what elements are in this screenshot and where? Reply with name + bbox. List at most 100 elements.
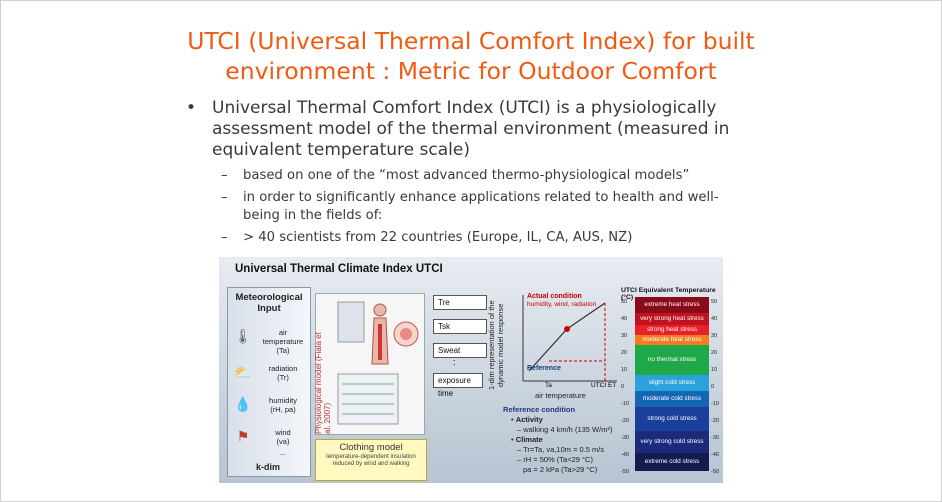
windsock-icon: ⚑ (236, 428, 250, 444)
meteo-heading: Meteorological Input (228, 292, 310, 314)
droplet-icon: 💧 (234, 396, 252, 412)
clothing-model-panel: Clothing model temperature-dependent ins… (315, 439, 427, 481)
scale-tick: 20 (621, 350, 628, 356)
input-air-temperature: air temperature (Ta) (258, 328, 308, 355)
output-dots: : (453, 357, 456, 367)
scale-tick: -40 (621, 452, 629, 458)
scale-tick: 50 (711, 299, 718, 305)
scale-tick: 20 (711, 350, 718, 356)
response-graph: Actual condition humidity, wind, radiati… (509, 291, 619, 391)
input-wind: wind (va) (258, 428, 308, 446)
sub-bullet-text: in order to significantly enhance applic… (243, 190, 719, 223)
kdim-label: k-dim (256, 462, 281, 472)
utci-figure: Universal Thermal Climate Index UTCI Met… (219, 257, 723, 483)
scale-tick: -50 (711, 469, 719, 475)
graph-x-utci: UTCI ET (591, 382, 617, 389)
meteo-heading-line-1: Meteorological (235, 292, 303, 303)
sub-bullet: – > 40 scientists from 22 countries (Eur… (186, 229, 746, 247)
scale-band: slight cold stress (635, 375, 709, 391)
output-tre: Tre (433, 295, 487, 310)
title-line-2: environment : Metric for Outdoor Comfort (225, 57, 717, 85)
scale-tick: 40 (621, 316, 628, 322)
scale-band: very strong heat stress (635, 313, 709, 325)
graph-actual-sub: humidity, wind, radiation (527, 301, 597, 308)
graph-x-label: air temperature (535, 391, 586, 400)
scale-tick: -20 (621, 418, 629, 424)
dash-icon: – (221, 230, 228, 245)
input-label: air temperature (262, 328, 304, 346)
title-line-1: UTCI (Universal Thermal Comfort Index) f… (187, 27, 755, 55)
ref-climate-2: – rH = 50% (Ta<29 °C) (517, 455, 593, 464)
scale-band: moderate cold stress (635, 391, 709, 407)
output-sweat: Sweat (433, 343, 487, 358)
scale-band: no thermal stress (635, 345, 709, 375)
input-symbol: (rH, pa) (270, 405, 296, 414)
scale-band: strong heat stress (635, 325, 709, 335)
scale-title: UTCI Equivalent Temperature (°C) (621, 287, 716, 301)
scale-tick: -20 (711, 418, 719, 424)
ref-activity-detail: – walking 4 km/h (135 W/m²) (517, 425, 613, 434)
input-label: wind (275, 428, 291, 437)
scale-band: extreme heat stress (635, 297, 709, 313)
ref-climate-3: pa = 2 kPa (Ta>29 °C) (523, 465, 598, 474)
scale-tick: -10 (621, 401, 629, 407)
scale-tick: 40 (711, 316, 718, 322)
input-symbol: (Ta) (276, 346, 290, 355)
sub-bullet-text: > 40 scientists from 22 countries (Europ… (243, 230, 633, 245)
dash-icon: – (221, 190, 228, 205)
input-symbol: (va) (276, 437, 290, 446)
response-graph-svg (522, 295, 617, 382)
scale-band: extreme cold stress (635, 453, 709, 471)
input-radiation: radiation (Tr) (258, 364, 308, 382)
body-model-illustration (337, 301, 419, 425)
meteo-heading-line-2: Input (257, 303, 281, 314)
slide-title: UTCI (Universal Thermal Comfort Index) f… (0, 26, 942, 86)
sun-cloud-icon: ⛅ (234, 364, 252, 380)
graph-actual-title: Actual condition (527, 293, 582, 300)
reference-condition: Reference condition • Activity – walking… (503, 405, 613, 474)
response-label: 1-dim representation of the dynamic mode… (487, 300, 505, 390)
scale-tick: 30 (621, 333, 628, 339)
scale-tick: 0 (711, 384, 715, 390)
ref-heading: Reference condition (503, 405, 576, 414)
ref-climate: Climate (515, 435, 543, 444)
scale-tick: -10 (711, 401, 719, 407)
meteorological-input-panel: Meteorological Input 🌡 air temperature (… (227, 287, 311, 477)
output-tsk: Tsk (433, 319, 487, 334)
scale-tick: 10 (621, 367, 628, 373)
scale-tick: -30 (711, 435, 719, 441)
scale-band: very strong cold stress (635, 431, 709, 453)
output-exposure-time: exposure time (433, 373, 483, 398)
utci-scale: UTCI Equivalent Temperature (°C) extreme… (621, 287, 721, 481)
scale-tick: -50 (621, 469, 629, 475)
ref-climate-1: – Tr=Ta, va,10m = 0.5 m/s (517, 445, 605, 454)
scale-tick: 0 (621, 384, 625, 390)
scale-tick: 50 (621, 299, 628, 305)
input-symbol: (Tr) (277, 373, 289, 382)
dash-icon: – (221, 168, 228, 183)
input-label: humidity (269, 396, 297, 405)
physiological-model-panel: Physiological model (Fiala et al. 2007) (314, 293, 425, 435)
scale-tick: -30 (621, 435, 629, 441)
scale-band: strong cold stress (635, 407, 709, 431)
bullet-list: • Universal Thermal Comfort Index (UTCI)… (186, 98, 746, 247)
scale-band: moderate heat stress (635, 335, 709, 345)
scale-tick: -40 (711, 452, 719, 458)
main-bullet: • Universal Thermal Comfort Index (UTCI)… (186, 98, 746, 161)
clothing-subtitle: temperature-dependent insulation reduced… (326, 454, 416, 467)
graph-x-ta: Ta (545, 382, 552, 389)
ref-activity: Activity (515, 415, 543, 424)
scale-tick: 10 (711, 367, 718, 373)
input-ellipsis: ... (279, 448, 287, 457)
thermometer-icon: 🌡 (234, 328, 252, 344)
graph-reference: Reference (527, 365, 561, 372)
sub-bullet-text: based on one of the “most advanced therm… (243, 168, 690, 183)
figure-title: Universal Thermal Climate Index UTCI (235, 263, 443, 275)
clothing-title: Clothing model (339, 442, 403, 453)
sub-bullet: – based on one of the “most advanced the… (186, 167, 746, 185)
bullet-dot-icon: • (186, 98, 197, 118)
input-humidity: humidity (rH, pa) (258, 396, 308, 414)
sub-bullet: – in order to significantly enhance appl… (186, 189, 746, 225)
input-label: radiation (268, 364, 298, 373)
scale-tick: 30 (711, 333, 718, 339)
